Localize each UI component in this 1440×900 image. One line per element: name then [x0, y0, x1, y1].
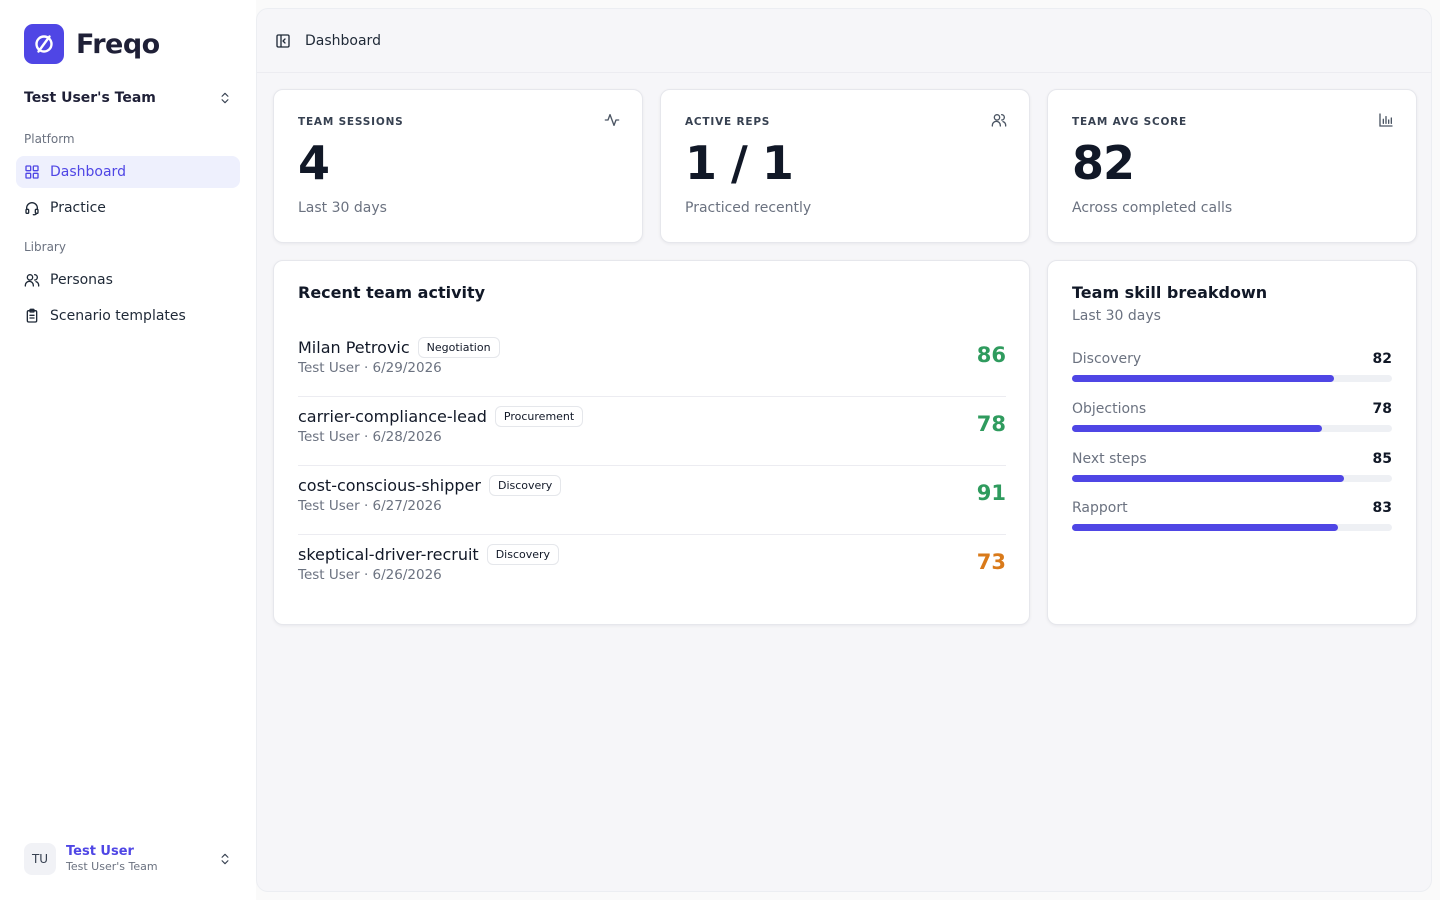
card-subtitle: Last 30 days: [1072, 308, 1161, 324]
stat-label: ACTIVE REPS: [685, 116, 771, 128]
stat-card-team-avg-score: TEAM AVG SCORE 82 Across completed calls: [1047, 89, 1417, 243]
activity-row[interactable]: Milan Petrovic Negotiation Test User · 6…: [298, 329, 1006, 397]
activity-row[interactable]: cost-conscious-shipper Discovery Test Us…: [298, 467, 1006, 535]
skill-item: Next steps 85: [1072, 451, 1392, 482]
stat-value: 1 / 1: [685, 136, 794, 190]
skill-bar-fill: [1072, 375, 1335, 382]
stat-value: 82: [1072, 136, 1135, 190]
team-switcher[interactable]: Test User's Team: [24, 88, 232, 108]
skill-value: 85: [1372, 451, 1392, 467]
skill-name: Discovery: [1072, 351, 1142, 367]
stat-label: TEAM AVG SCORE: [1072, 116, 1188, 128]
activity-meta: Test User · 6/27/2026: [298, 498, 442, 514]
activity-icon: [604, 114, 620, 126]
ban-circle-icon: [24, 24, 64, 64]
sidebar-item-label: Scenario templates: [50, 308, 186, 324]
user-menu[interactable]: TU Test User Test User's Team: [24, 840, 232, 878]
activity-score: 73: [976, 550, 1006, 574]
sidebar: Freqo Test User's Team Platform Dashboar…: [0, 0, 256, 900]
stat-card-active-reps: ACTIVE REPS 1 / 1 Practiced recently: [660, 89, 1030, 243]
section-label-platform: Platform: [24, 132, 75, 146]
skill-bar-fill: [1072, 524, 1338, 531]
skill-bar-track: [1072, 524, 1392, 531]
card-title: Team skill breakdown: [1072, 283, 1268, 302]
activity-row[interactable]: skeptical-driver-recruit Discovery Test …: [298, 536, 1006, 604]
headset-icon: [25, 202, 39, 216]
activity-score: 91: [976, 481, 1006, 505]
scenario-tag: Discovery: [486, 544, 560, 565]
skill-value: 78: [1372, 401, 1392, 417]
main-content: Dashboard TEAM SESSIONS 4 Last 30 days A…: [256, 8, 1432, 892]
scenario-tag: Discovery: [488, 475, 562, 496]
skill-item: Objections 78: [1072, 401, 1392, 432]
skill-bar-track: [1072, 425, 1392, 432]
users-icon: [24, 274, 40, 287]
stat-label: TEAM SESSIONS: [298, 116, 404, 128]
card-title: Recent team activity: [298, 283, 486, 302]
activity-meta: Test User · 6/26/2026: [298, 567, 442, 583]
activity-name: carrier-compliance-lead: [298, 407, 487, 426]
users-icon: [991, 114, 1007, 127]
sidebar-item-scenario-templates[interactable]: Scenario templates: [16, 300, 240, 332]
sidebar-item-label: Practice: [50, 200, 106, 216]
grid-icon: [25, 165, 39, 179]
skill-bar-fill: [1072, 475, 1344, 482]
topbar: Dashboard: [257, 9, 1431, 73]
stat-sub: Last 30 days: [298, 200, 387, 216]
clipboard-icon: [26, 308, 38, 323]
skill-item: Rapport 83: [1072, 500, 1392, 531]
scenario-tag: Procurement: [494, 406, 584, 427]
skill-value: 83: [1372, 500, 1392, 516]
skill-item: Discovery 82: [1072, 351, 1392, 382]
stat-card-team-sessions: TEAM SESSIONS 4 Last 30 days: [273, 89, 643, 243]
bar-chart-icon: [1379, 113, 1393, 127]
sidebar-item-label: Dashboard: [50, 164, 126, 180]
recent-activity-card: Recent team activity Milan Petrovic Nego…: [273, 260, 1030, 625]
activity-meta: Test User · 6/29/2026: [298, 360, 442, 376]
breadcrumb: Dashboard: [305, 32, 381, 49]
activity-score: 86: [976, 343, 1006, 367]
user-team: Test User's Team: [66, 860, 158, 874]
scenario-tag: Negotiation: [417, 337, 500, 358]
section-label-library: Library: [24, 240, 66, 254]
activity-name: Milan Petrovic: [298, 338, 410, 357]
activity-meta: Test User · 6/28/2026: [298, 429, 442, 445]
user-name: Test User: [66, 844, 134, 859]
stat-sub: Practiced recently: [685, 200, 812, 216]
brand-name: Freqo: [76, 28, 160, 60]
skill-bar-fill: [1072, 425, 1322, 432]
activity-score: 78: [976, 412, 1006, 436]
avatar: TU: [24, 843, 56, 875]
skill-name: Objections: [1072, 401, 1147, 417]
sidebar-item-dashboard[interactable]: Dashboard: [16, 156, 240, 188]
sidebar-item-personas[interactable]: Personas: [16, 264, 240, 296]
sidebar-item-practice[interactable]: Practice: [16, 192, 240, 224]
stat-value: 4: [298, 136, 330, 190]
chevrons-up-down-icon: [221, 853, 229, 865]
skill-breakdown-card: Team skill breakdown Last 30 days Discov…: [1047, 260, 1417, 625]
chevrons-up-down-icon: [221, 92, 229, 104]
skill-bar-track: [1072, 375, 1392, 382]
brand[interactable]: Freqo: [24, 24, 160, 64]
stat-sub: Across completed calls: [1072, 200, 1233, 216]
sidebar-item-label: Personas: [50, 272, 113, 288]
skill-bar-track: [1072, 475, 1392, 482]
skill-name: Next steps: [1072, 451, 1147, 467]
skill-name: Rapport: [1072, 500, 1128, 516]
team-switcher-label: Test User's Team: [24, 90, 156, 106]
panel-left-icon[interactable]: [275, 33, 291, 49]
activity-name: skeptical-driver-recruit: [298, 545, 479, 564]
activity-name: cost-conscious-shipper: [298, 476, 481, 495]
activity-row[interactable]: carrier-compliance-lead Procurement Test…: [298, 398, 1006, 466]
skill-value: 82: [1372, 351, 1392, 367]
